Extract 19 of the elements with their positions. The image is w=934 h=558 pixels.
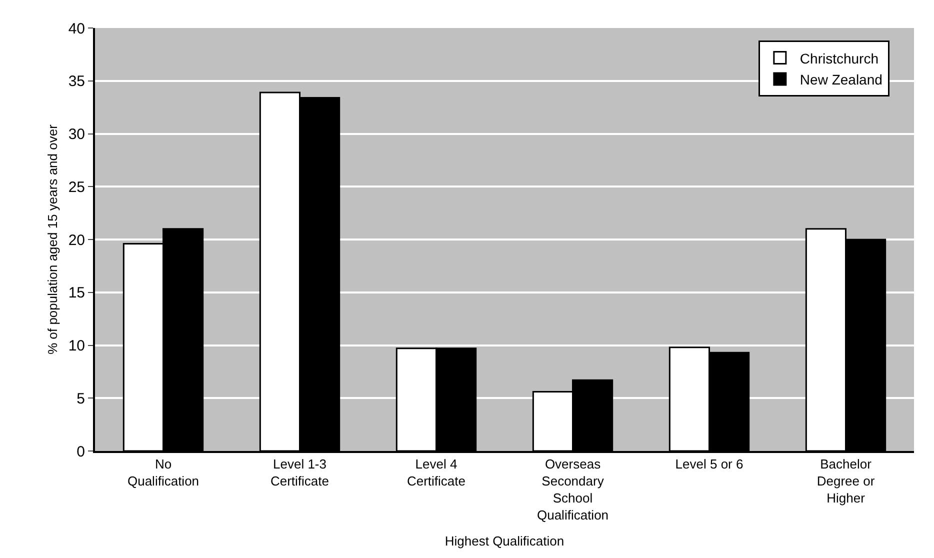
y-tick-label: 40 [68, 20, 85, 38]
y-tick-label: 30 [68, 126, 85, 143]
y-tick-label: 15 [68, 284, 85, 302]
y-tick-label: 25 [68, 178, 85, 196]
y-axis-title: % of population aged 15 years and over [44, 124, 60, 354]
legend-label: New Zealand [800, 71, 882, 88]
x-tick-label: No Qualification [127, 456, 200, 488]
y-tick-label: 10 [68, 338, 85, 354]
x-axis-title: Highest Qualification [444, 533, 564, 548]
y-tick-label: 35 [68, 73, 85, 90]
x-tick-label: Bachelor Degree or Higher [816, 456, 876, 506]
x-tick-label: Level 4 Certificate [406, 456, 466, 488]
x-tick-label: Level 1-3 Certificate [270, 456, 330, 488]
y-tick-label: 20 [68, 232, 85, 249]
x-tick-label: Overseas Secondary School Qualification [536, 456, 609, 522]
y-tick-label: 0 [76, 443, 85, 460]
x-tick-label: Level 5 or 6 [675, 456, 744, 472]
legend-label: Christchurch [800, 50, 879, 66]
y-tick-label: 5 [76, 390, 85, 408]
